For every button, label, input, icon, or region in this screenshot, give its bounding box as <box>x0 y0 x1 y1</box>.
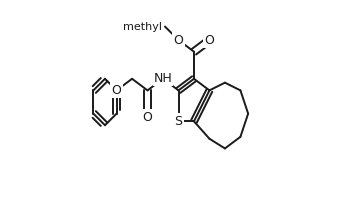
Text: NH: NH <box>154 72 172 85</box>
Text: O: O <box>142 111 152 124</box>
Text: O: O <box>112 84 121 97</box>
Text: O: O <box>174 34 183 47</box>
Text: S: S <box>175 115 182 128</box>
Text: O: O <box>205 34 215 47</box>
Text: methyl: methyl <box>123 22 162 32</box>
